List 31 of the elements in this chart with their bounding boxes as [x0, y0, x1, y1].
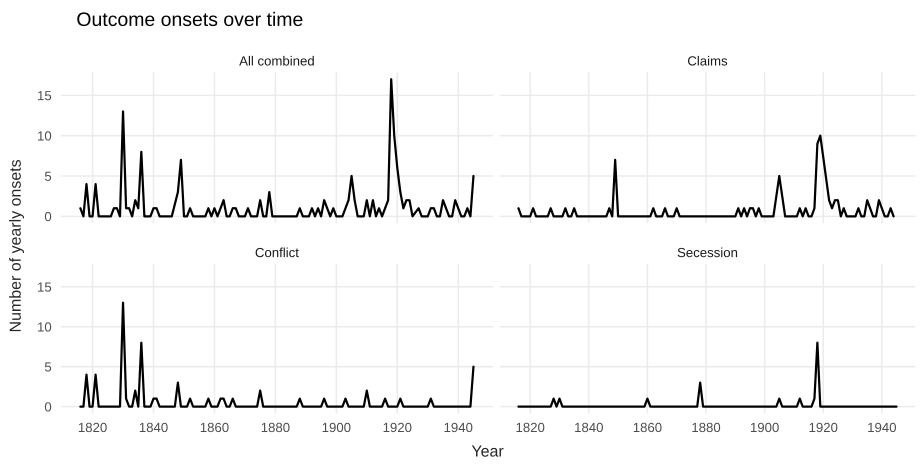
y-tick-label: 5: [44, 362, 52, 372]
x-tick-label: 1840: [575, 422, 603, 432]
x-tick-label: 1820: [78, 422, 107, 432]
chart-subtitle: Claims: [688, 56, 728, 66]
chart-subtitle: All combined: [239, 56, 314, 66]
y-tick-label: 15: [38, 91, 52, 100]
y-tick-label: 0: [44, 402, 52, 412]
chart-subtitle: Secession: [678, 248, 738, 258]
y-tick-label: 10: [38, 322, 52, 332]
line-series: [79, 78, 475, 218]
x-tick-label: 1880: [262, 422, 290, 432]
x-tick-label: 1820: [516, 422, 544, 432]
chart-title: Outcome onsets over time: [77, 12, 302, 26]
x-axis-title: Year: [472, 446, 504, 457]
x-tick-label: 1860: [200, 422, 229, 432]
x-tick-label: 1840: [140, 422, 168, 432]
x-tick-label: 1900: [750, 422, 779, 432]
y-tick-label: 10: [38, 131, 52, 141]
line-series: [79, 302, 475, 408]
x-tick-label: 1860: [634, 422, 662, 432]
x-tick-label: 1920: [384, 422, 412, 432]
x-tick-label: 1880: [692, 422, 720, 432]
x-tick-label: 1940: [868, 422, 896, 432]
y-tick-label: 15: [38, 282, 52, 292]
y-axis-title: Number of yearly onsets: [9, 160, 24, 332]
y-tick-label: 0: [44, 212, 52, 222]
y-tick-label: 5: [44, 172, 52, 181]
x-tick-label: 1920: [810, 422, 838, 432]
chart-subtitle: Conflict: [256, 248, 299, 258]
x-tick-label: 1940: [444, 422, 472, 432]
x-tick-label: 1900: [322, 422, 350, 432]
